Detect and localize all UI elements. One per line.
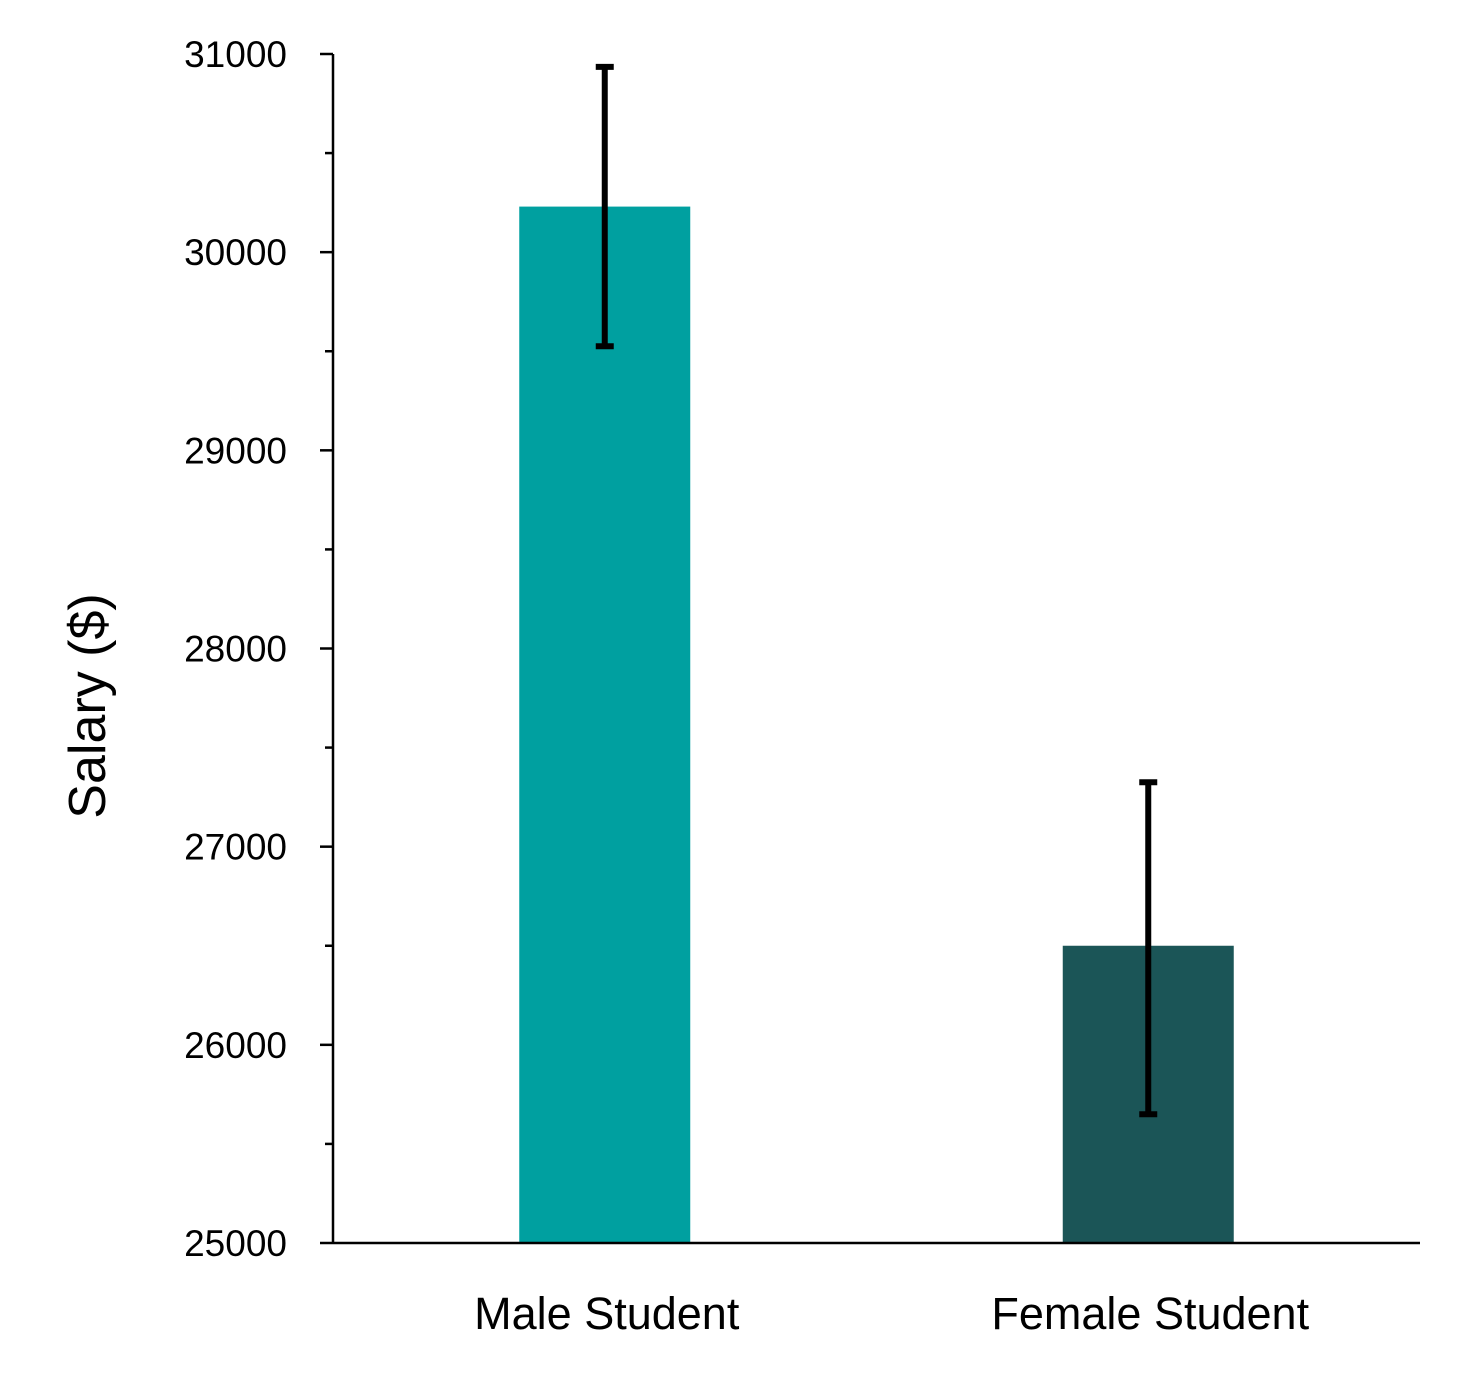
x-tick-label: Male Student — [474, 1288, 740, 1339]
y-tick-label: 27000 — [184, 827, 287, 868]
x-tick-label: Female Student — [991, 1288, 1309, 1339]
bars — [519, 206, 1234, 1243]
y-tick-label: 26000 — [184, 1025, 287, 1066]
y-tick-label: 25000 — [184, 1223, 287, 1264]
x-axis: Male Student Female Student — [333, 1241, 1420, 1339]
y-axis-title: Salary ($) — [59, 593, 117, 818]
y-tick-label: 31000 — [184, 34, 287, 75]
bar-0 — [519, 206, 691, 1243]
y-axis: 25000 26000 27000 28000 29000 30000 31000 — [184, 34, 335, 1264]
y-tick-label: 30000 — [184, 232, 287, 273]
y-tick-label: 29000 — [184, 430, 287, 471]
y-tick-label: 28000 — [184, 629, 287, 670]
error-bars — [595, 63, 1158, 1118]
